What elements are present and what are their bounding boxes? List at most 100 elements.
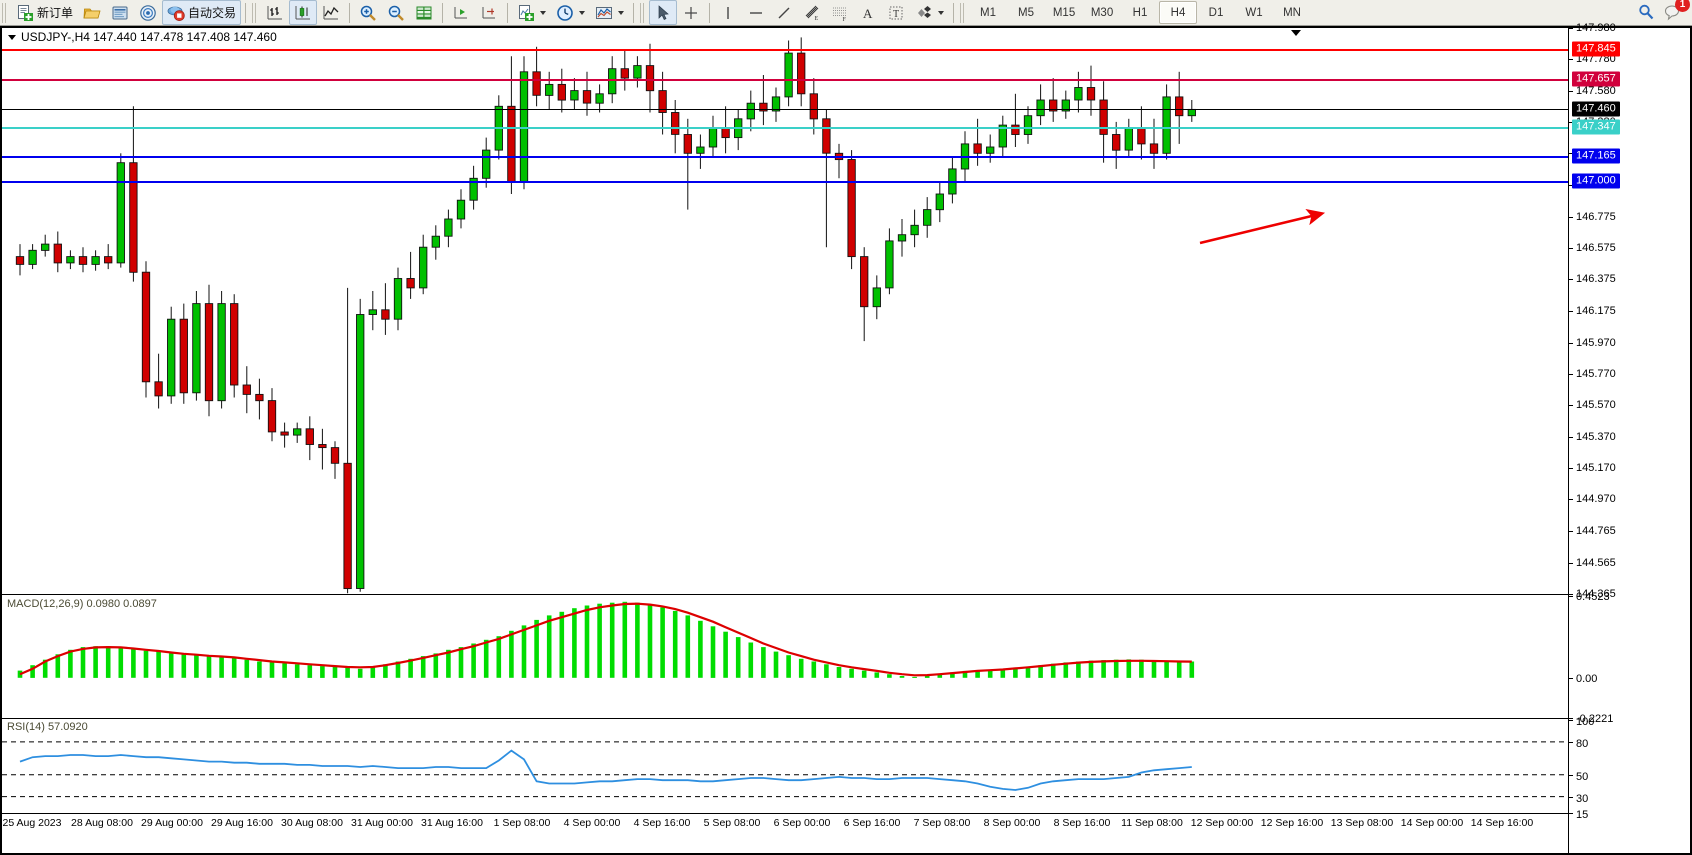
price-level-support[interactable] xyxy=(2,155,1568,158)
axis-tick xyxy=(1569,342,1573,344)
axis-tick xyxy=(1569,718,1573,719)
chevron-down-icon[interactable] xyxy=(618,10,625,15)
folder-button[interactable] xyxy=(78,0,106,25)
zoom-in-button[interactable] xyxy=(354,0,382,25)
shapes-button[interactable] xyxy=(910,0,949,25)
timeframe-d1[interactable]: D1 xyxy=(1208,6,1224,19)
toolbar-grip-4[interactable] xyxy=(960,2,967,23)
periods-button[interactable] xyxy=(551,0,590,25)
toolbar-separator-4 xyxy=(507,2,509,23)
cursor-button[interactable] xyxy=(649,0,678,25)
price-level-pivot[interactable] xyxy=(2,127,1568,130)
rsi-axis-label: 50 xyxy=(1576,770,1589,783)
toolbar-grip-2[interactable] xyxy=(252,2,259,23)
new-order-button[interactable]: 新订单 xyxy=(11,0,78,25)
zoom-out-icon xyxy=(387,4,405,22)
time-axis[interactable]: 25 Aug 2023 28 Aug 08:00 29 Aug 00:00 29 Au… xyxy=(2,814,1690,836)
axis-tick xyxy=(1569,436,1573,438)
price-level-tag-resistance[interactable]: 147.657 xyxy=(1572,71,1620,87)
auto-trading-button[interactable]: 自动交易 xyxy=(162,0,242,25)
time-axis-label: 1 Sep 08:00 xyxy=(493,817,551,829)
terminal-button[interactable] xyxy=(106,0,134,25)
auto-scroll-button[interactable] xyxy=(447,0,475,25)
crosshair-button[interactable] xyxy=(677,0,705,25)
price-level-resistance[interactable] xyxy=(2,78,1568,81)
time-axis-label: 31 Aug 16:00 xyxy=(421,817,483,829)
axis-tick xyxy=(1569,531,1573,533)
price-level-support[interactable] xyxy=(2,181,1568,184)
timeframe-m15[interactable]: M15 xyxy=(1052,6,1076,19)
chart-menu-caret-icon[interactable] xyxy=(8,34,16,40)
chart-window[interactable]: USDJPY-,H4 147.440 147.478 147.408 147.4… xyxy=(0,22,1692,855)
zoom-in-icon xyxy=(359,4,377,22)
vertical-line-button[interactable] xyxy=(714,0,742,25)
price-level-tag-support[interactable]: 147.165 xyxy=(1572,148,1620,164)
fibonacci-button[interactable]: F xyxy=(826,0,854,25)
templates-icon xyxy=(595,4,613,22)
toolbar-grip-3[interactable] xyxy=(640,2,647,23)
price-level-tag-current-price[interactable]: 147.460 xyxy=(1572,101,1620,117)
macd-series xyxy=(17,601,1195,678)
svg-text:A: A xyxy=(863,6,873,21)
chart-shift-icon xyxy=(480,4,498,22)
rsi-pane[interactable]: RSI(14) 57.0920 xyxy=(2,720,1568,813)
toolbar-grip[interactable] xyxy=(2,2,8,23)
axis-tick xyxy=(1569,562,1573,564)
price-level-tag-resistance[interactable]: 147.845 xyxy=(1572,41,1620,57)
data-window-icon xyxy=(415,4,433,22)
zoom-out-button[interactable] xyxy=(382,0,410,25)
price-pane[interactable] xyxy=(2,28,1568,594)
axis-tick xyxy=(1569,720,1573,721)
chart-shift-button[interactable] xyxy=(475,0,503,25)
data-window-button[interactable] xyxy=(410,0,438,25)
line-chart-button[interactable] xyxy=(317,0,345,25)
rsi-title: RSI(14) 57.0920 xyxy=(7,721,88,733)
price-axis[interactable]: 147.980147.780147.580147.380147.180146.9… xyxy=(1568,22,1690,853)
toolbar-separator-5 xyxy=(633,2,635,23)
signals-icon xyxy=(139,4,157,22)
text-button[interactable]: A xyxy=(854,0,882,25)
candlestick-chart-icon xyxy=(294,4,312,22)
time-axis-label: 30 Aug 08:00 xyxy=(281,817,343,829)
crosshair-icon xyxy=(682,4,700,22)
rsi-timeaxis-divider xyxy=(2,813,1690,814)
signals-button[interactable] xyxy=(134,0,162,25)
price-level-resistance[interactable] xyxy=(2,49,1568,52)
bar-chart-button[interactable] xyxy=(261,0,289,25)
price-level-tag-pivot[interactable]: 147.347 xyxy=(1572,119,1620,135)
notification-icon[interactable]: 1 xyxy=(1664,0,1690,21)
timeframe-m5[interactable]: M5 xyxy=(1018,6,1035,19)
chevron-down-icon[interactable] xyxy=(540,10,547,15)
equidistant-channel-button[interactable]: E xyxy=(798,0,826,25)
chevron-down-icon[interactable] xyxy=(579,10,586,15)
equidistant-channel-icon: E xyxy=(803,4,821,22)
timeframe-w1[interactable]: W1 xyxy=(1245,6,1263,19)
axis-tick xyxy=(1569,28,1573,29)
axis-tick xyxy=(1569,594,1573,595)
auto-scroll-icon xyxy=(452,4,470,22)
horizontal-line-button[interactable] xyxy=(742,0,770,25)
timeframe-mn[interactable]: MN xyxy=(1283,6,1301,19)
timeframe-h1[interactable]: H1 xyxy=(1132,6,1148,19)
price-level-tag-support[interactable]: 147.000 xyxy=(1572,173,1620,189)
timeframe-m30[interactable]: M30 xyxy=(1090,6,1114,19)
chart-shift-marker[interactable] xyxy=(1291,30,1301,36)
timeframe-h4[interactable]: H4 xyxy=(1159,1,1198,24)
text-label-button[interactable]: T xyxy=(882,0,910,25)
templates-button[interactable] xyxy=(590,0,629,25)
price-axis-label: 145.770 xyxy=(1576,368,1616,380)
search-icon[interactable] xyxy=(1636,2,1654,20)
rsi-axis-label: 30 xyxy=(1576,792,1589,805)
candlestick-chart-button[interactable] xyxy=(289,0,318,25)
price-level-current-price[interactable] xyxy=(2,109,1568,111)
axis-tick xyxy=(1569,279,1573,281)
time-axis-label: 29 Aug 00:00 xyxy=(141,817,203,829)
axis-tick xyxy=(1569,813,1573,814)
timeframe-m1[interactable]: M1 xyxy=(980,6,997,19)
indicators-button[interactable] xyxy=(512,0,551,25)
chevron-down-icon[interactable] xyxy=(938,10,945,15)
trendline-button[interactable] xyxy=(770,0,798,25)
vertical-line-icon xyxy=(719,4,737,22)
chart-plot-area: MACD(12,26,9) 0.0980 0.0897 RSI(14) 57.0… xyxy=(2,22,1690,853)
macd-pane[interactable]: MACD(12,26,9) 0.0980 0.0897 xyxy=(2,596,1568,718)
